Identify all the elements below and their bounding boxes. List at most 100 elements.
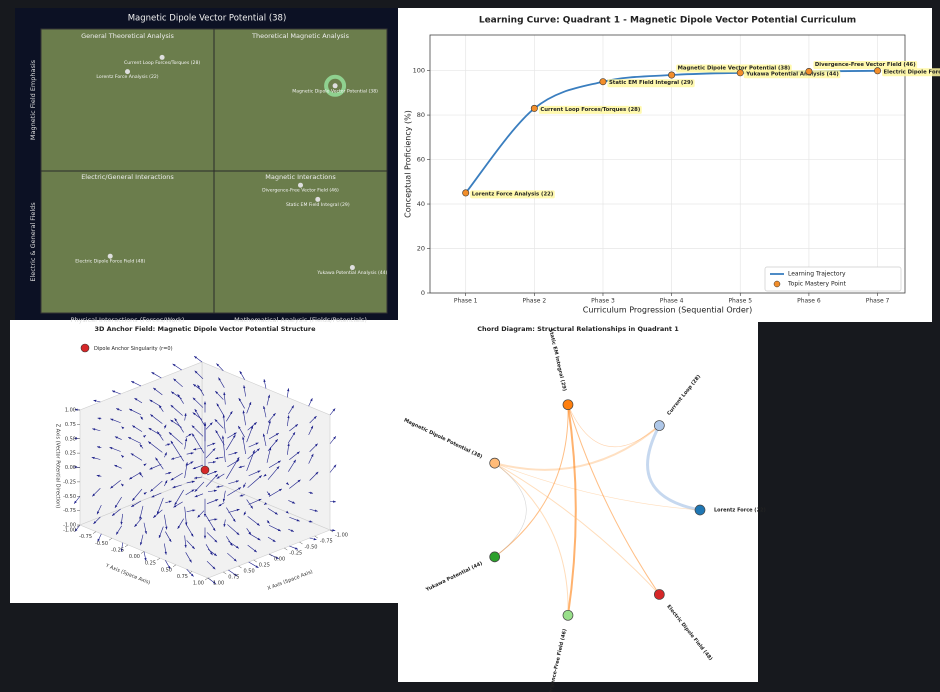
field-arrowhead: [134, 523, 138, 527]
field-arrowhead: [332, 408, 336, 412]
field-arrow: [222, 435, 226, 463]
field-arrowhead: [236, 459, 240, 463]
field-arrowhead: [194, 370, 198, 374]
field-arrowhead: [275, 556, 279, 559]
field-arrowhead: [278, 488, 282, 492]
field-arrowhead: [184, 413, 187, 417]
field-arrowhead: [140, 416, 144, 420]
field-arrowhead: [97, 417, 101, 420]
legend-marker: [773, 280, 781, 288]
quadrant-label: Magnetic Interactions: [265, 173, 336, 181]
field-arrowhead: [139, 444, 143, 448]
field-arrowhead: [215, 474, 218, 478]
field-arrowhead: [242, 436, 245, 440]
field-arrowhead: [315, 471, 319, 475]
x-tick-label: 0.00: [274, 557, 285, 563]
field-arrowhead: [97, 446, 100, 449]
field-arrowhead: [239, 371, 243, 374]
y-tick: [108, 538, 113, 541]
field-arrow: [246, 425, 254, 443]
field-arrowhead: [190, 452, 194, 455]
field-arrowhead: [236, 457, 240, 461]
x-tick-label: 1.00: [213, 581, 224, 587]
point-label: Lorentz Force Analysis (22): [96, 74, 158, 80]
field-arrowhead: [184, 438, 188, 442]
field-arrow: [215, 430, 225, 446]
field-arrowhead: [277, 528, 281, 532]
point-label: Yukawa Potential Analysis (44): [316, 270, 387, 276]
field-arrowhead: [212, 448, 216, 452]
field-arrow: [242, 436, 246, 455]
field-arrowhead: [287, 443, 290, 447]
field-arrowhead: [333, 500, 336, 503]
x-axis-label: Curriculum Progression (Sequential Order…: [583, 306, 752, 315]
point-label: Magnetic Dipole Vector Potential (38): [292, 88, 378, 94]
chord-link: [494, 462, 701, 511]
field-arrowhead: [239, 494, 243, 497]
field-arrowhead: [215, 430, 218, 434]
chord-node: [562, 609, 574, 621]
x-tick: [238, 565, 242, 569]
field-arrowhead: [110, 485, 114, 489]
x-tick-label: -0.75: [320, 539, 333, 545]
annotation-box: [882, 68, 940, 77]
field-arrowhead: [91, 456, 95, 460]
annotation: Static EM Field Integral (29): [607, 79, 695, 88]
y-tick: [188, 571, 193, 574]
field-arrowhead: [170, 477, 174, 481]
mastery-point: [805, 67, 813, 75]
field-arrowhead: [177, 394, 181, 398]
field-arrowhead: [275, 433, 279, 436]
field-arrow: [226, 507, 236, 523]
field-arrowhead: [170, 419, 174, 423]
field-arrow: [170, 440, 184, 462]
field-arrowhead: [144, 557, 147, 561]
field-arrow: [194, 408, 205, 425]
y-tick: [92, 531, 97, 534]
field-arrowhead: [185, 522, 188, 526]
chord-node: [694, 504, 706, 516]
field-arrowhead: [163, 424, 167, 428]
field-arrowhead: [170, 405, 174, 408]
field-arrowhead: [313, 537, 317, 541]
x-tick-label: -0.25: [289, 551, 302, 557]
field-arrowhead: [263, 405, 266, 409]
field-arrowhead: [189, 559, 192, 563]
field-arrowhead: [74, 528, 78, 532]
chart-title: Learning Curve: Quadrant 1 - Magnetic Di…: [479, 16, 856, 26]
field-arrowhead: [263, 379, 266, 383]
highlight-ring: [324, 74, 347, 97]
z-tick-label: 0.50: [65, 436, 76, 442]
field-arrowhead: [116, 408, 120, 411]
y-axis-label: Conceptual Proficiency (%): [404, 110, 413, 218]
field-arrowhead: [153, 387, 157, 391]
field-arrowhead: [191, 480, 195, 484]
field-arrowhead: [287, 388, 290, 392]
field-arrowhead: [151, 495, 155, 498]
x-axis-label: Mathematical Analysis (Fields/Potentials…: [234, 316, 367, 324]
field-arrowhead: [333, 436, 336, 440]
field-arrowhead: [194, 356, 198, 359]
chord-link: [494, 404, 569, 558]
field-arrowhead: [268, 420, 271, 424]
field-arrowhead: [274, 512, 278, 515]
legend-label: Dipole Anchor Singularity (r=0): [94, 346, 173, 352]
point: [107, 253, 113, 259]
field-arrowhead: [114, 465, 118, 468]
x-tick: [268, 553, 273, 557]
field-arrowhead: [173, 504, 177, 508]
x-tick-label: Phase 6: [797, 298, 821, 305]
field-arrowhead: [233, 432, 237, 436]
field-arrowhead: [295, 424, 298, 427]
point: [349, 265, 355, 271]
field-arrowhead: [263, 473, 267, 477]
field-arrowhead: [314, 443, 318, 447]
field-arrowhead: [143, 492, 147, 495]
chord-link: [567, 404, 660, 448]
chord-link: [566, 404, 577, 616]
point-label: Electric Dipole Force Field (48): [75, 259, 145, 265]
field-arrow: [174, 417, 184, 433]
x-tick-label: 0.50: [244, 569, 255, 575]
x-tick-label: 0.75: [228, 575, 239, 581]
y-tick-label: -0.25: [111, 547, 124, 553]
